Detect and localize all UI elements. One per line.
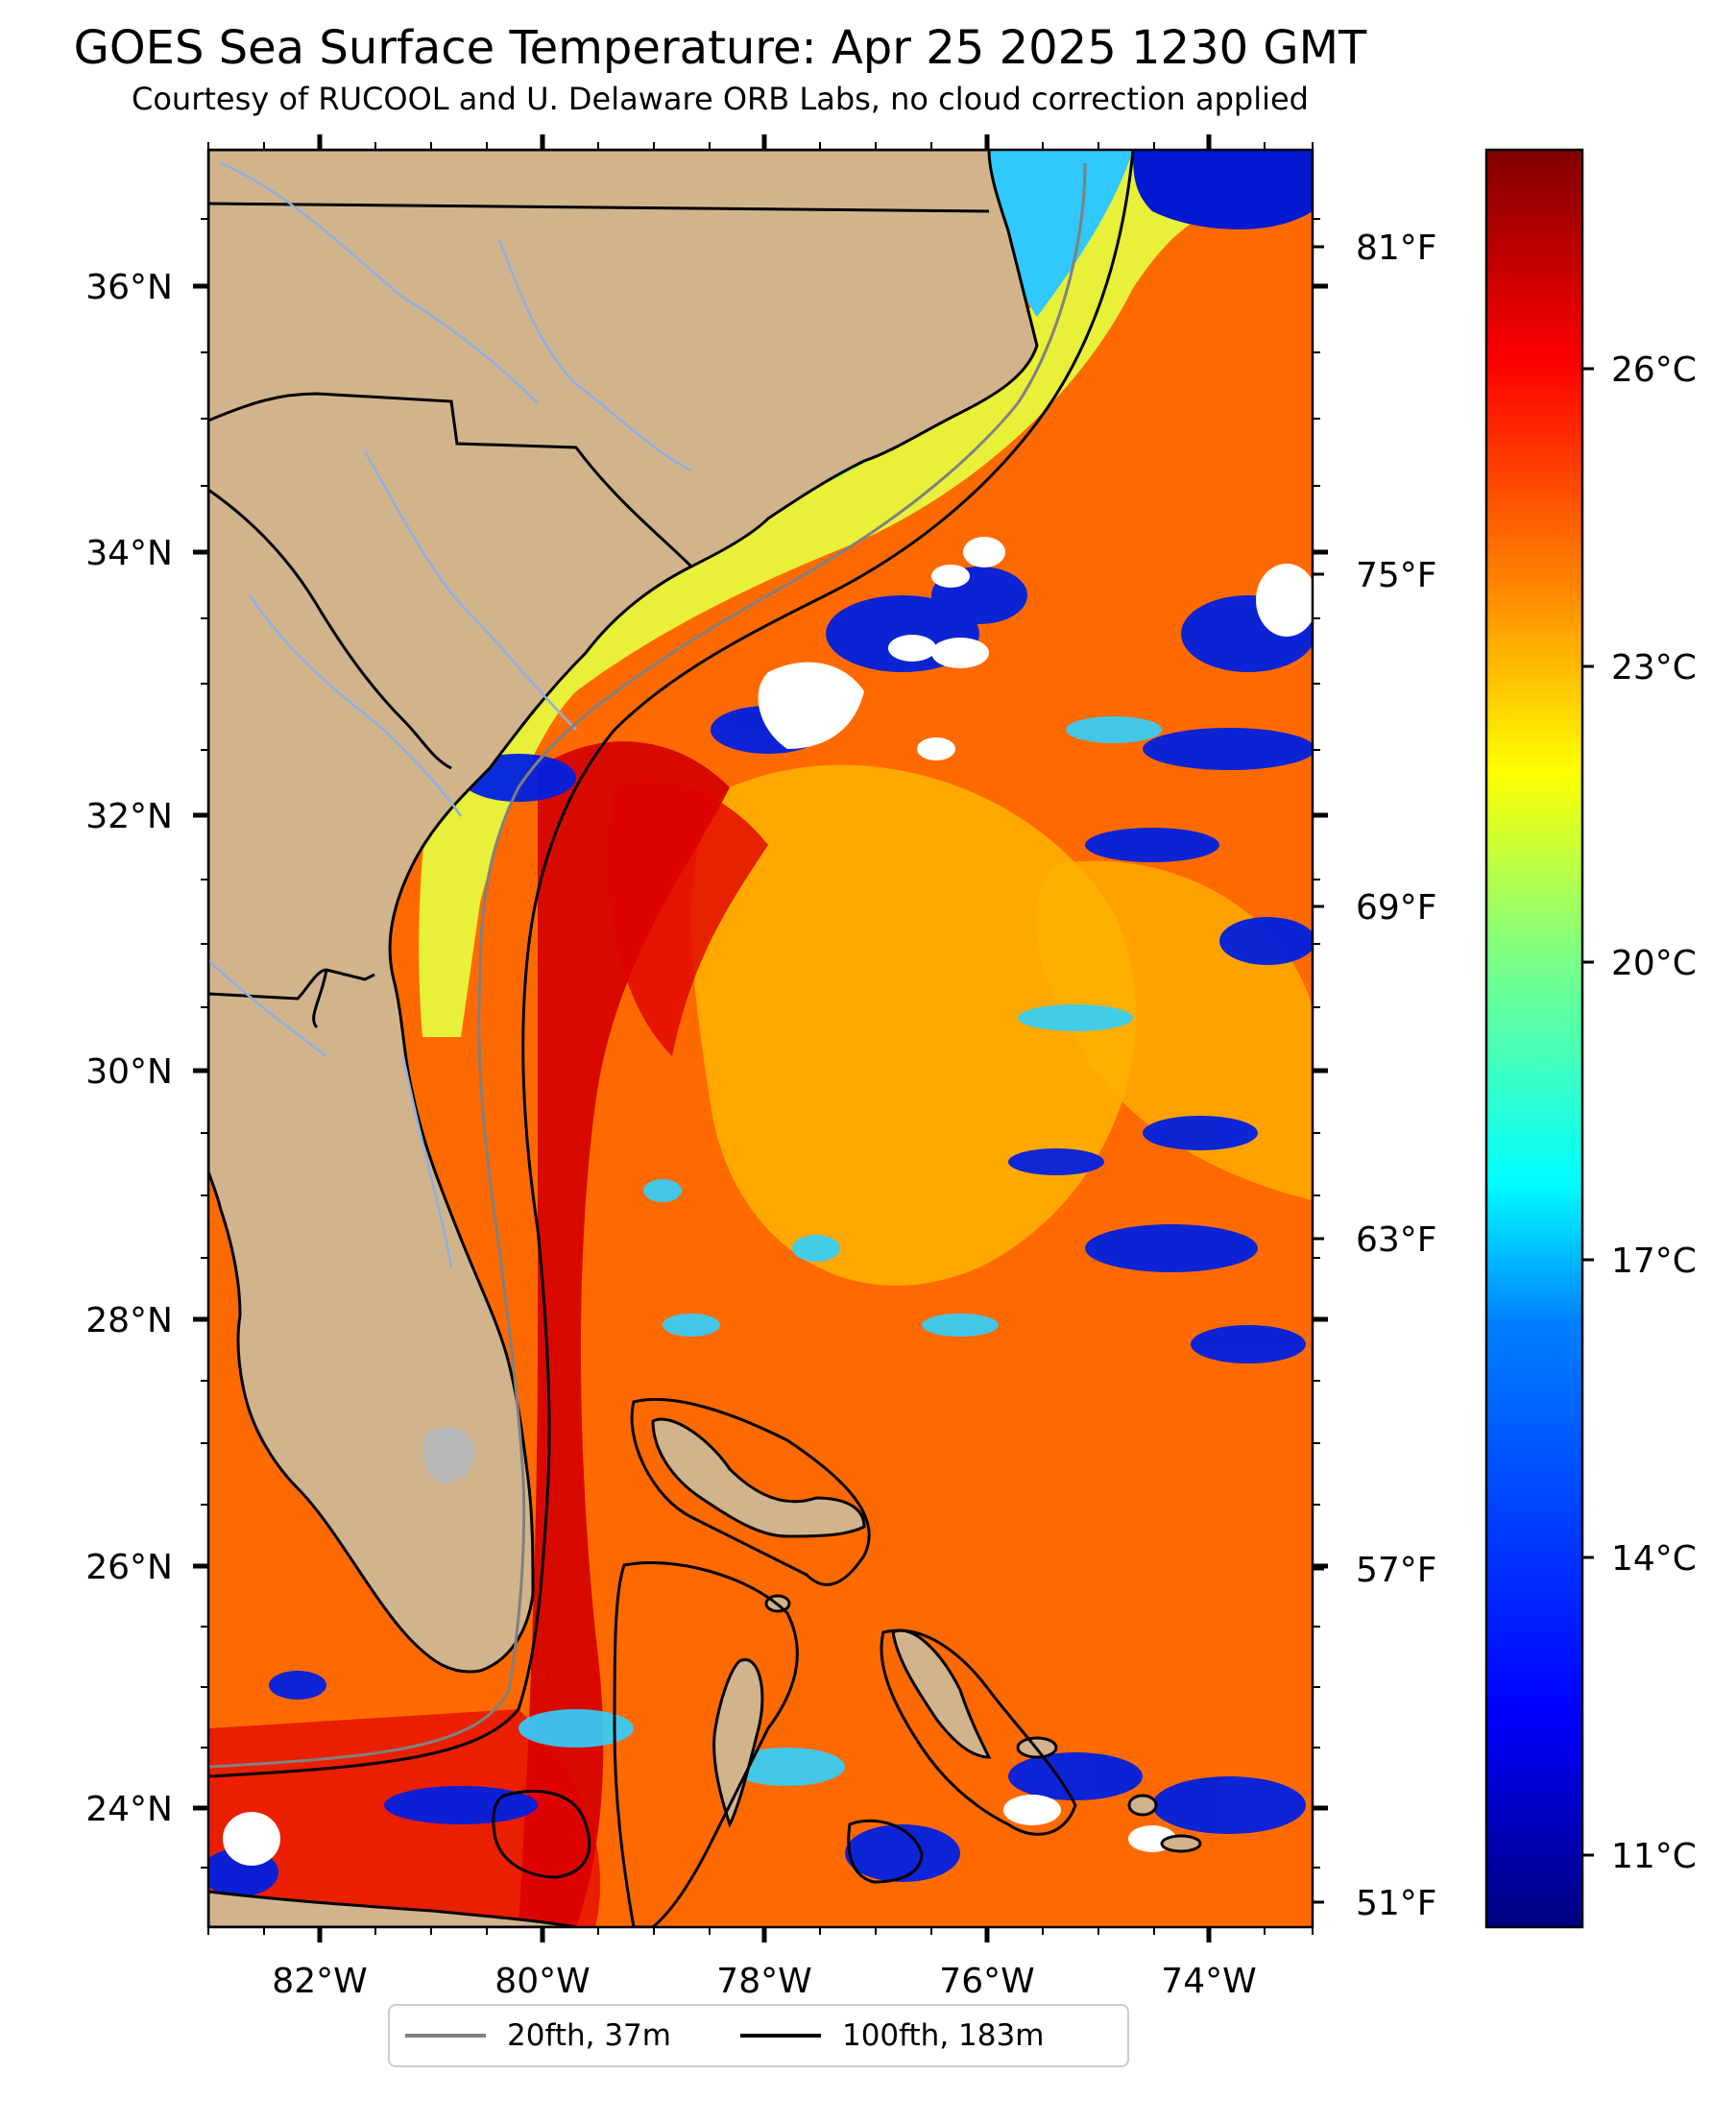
- isobath-20fth: [208, 162, 1087, 1769]
- colorbar-label: 26°C: [1611, 350, 1697, 390]
- lon-label: 82°W: [272, 1962, 367, 2001]
- fahrenheit-label: 57°F: [1356, 1551, 1437, 1590]
- bahamas-bank-100fth: [492, 1397, 1077, 1927]
- state-borders: [208, 202, 990, 1029]
- rivers: [208, 161, 692, 1268]
- colorbar-labels: 26°C 23°C 20°C 17°C 14°C 11°C: [1611, 350, 1697, 1876]
- lat-label: 28°N: [85, 1301, 173, 1340]
- gulf-stream-north: [608, 781, 768, 1056]
- colorbar-label: 17°C: [1611, 1242, 1697, 1281]
- minor-ticks: [201, 142, 1320, 1935]
- lat-label: 34°N: [85, 534, 173, 573]
- lat-label: 24°N: [85, 1790, 173, 1829]
- colorbar-label: 23°C: [1611, 648, 1697, 688]
- lat-label: 32°N: [85, 797, 173, 836]
- legend-item-100fth: 100fth, 183m: [725, 2018, 1044, 2053]
- cold-northeast: [1133, 150, 1313, 229]
- colorbar-label: 20°C: [1611, 944, 1697, 983]
- lon-label: 78°W: [716, 1962, 811, 2001]
- map-subtitle: Courtesy of RUCOOL and U. Delaware ORB L…: [132, 81, 1309, 117]
- colorbar-label: 11°C: [1611, 1837, 1697, 1876]
- legend-label: 100fth, 183m: [841, 2018, 1045, 2053]
- cuba-land: [208, 1890, 577, 1927]
- fahrenheit-label: 75°F: [1356, 556, 1437, 595]
- lon-label: 74°W: [1161, 1962, 1256, 2001]
- isobath-legend: 20fth, 37m 100fth, 183m: [388, 2004, 1129, 2067]
- legend-swatch-gray: [405, 2034, 486, 2038]
- legend-swatch-black: [739, 2034, 821, 2038]
- fahrenheit-label: 51°F: [1356, 1884, 1437, 1923]
- isobath-100fth: [208, 150, 1135, 1778]
- map-area: [208, 150, 1313, 1927]
- bahamas-islands: [651, 1417, 1202, 1853]
- fahrenheit-labels: 81°F 75°F 69°F 63°F 57°F 51°F: [1356, 229, 1437, 1923]
- cloud-patches: [223, 537, 1313, 1866]
- gulf-stream: [518, 741, 730, 1927]
- map-frame: [206, 148, 1314, 1929]
- fahrenheit-ticks: [1313, 245, 1324, 1904]
- map-title: GOES Sea Surface Temperature: Apr 25 202…: [73, 21, 1367, 75]
- colorbar-label: 14°C: [1611, 1539, 1697, 1579]
- fahrenheit-label: 63°F: [1356, 1220, 1437, 1260]
- legend-label: 20fth, 37m: [507, 2018, 671, 2053]
- lat-label: 30°N: [85, 1052, 173, 1092]
- lake-okeechobee: [422, 1427, 475, 1484]
- colorbar: [1484, 148, 1584, 1929]
- lon-label: 76°W: [939, 1962, 1034, 2001]
- longitude-labels: 82°W 80°W 78°W 76°W 74°W: [272, 1962, 1256, 2001]
- lon-label: 80°W: [494, 1962, 590, 2001]
- fahrenheit-label: 81°F: [1356, 229, 1437, 268]
- fahrenheit-label: 69°F: [1356, 888, 1437, 928]
- cool-patches: [518, 716, 1162, 1786]
- latitude-labels: 36°N 34°N 32°N 30°N 28°N 26°N 24°N: [85, 268, 173, 1829]
- major-ticks: [193, 134, 1328, 1942]
- lat-label: 26°N: [85, 1548, 173, 1587]
- southeast-us-land: [208, 150, 1039, 1674]
- legend-item-20fth: 20fth, 37m: [390, 2018, 671, 2053]
- lat-label: 36°N: [85, 268, 173, 307]
- colorbar-ticks: [1582, 367, 1594, 1857]
